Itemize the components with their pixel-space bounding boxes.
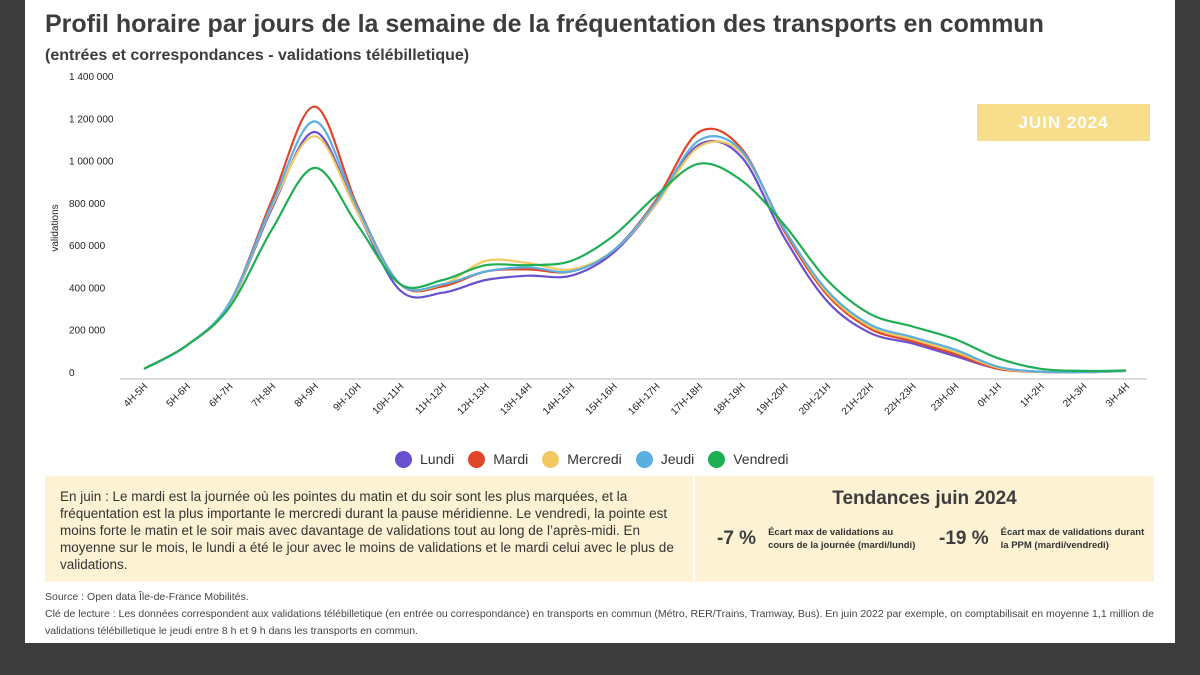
series-line-vendredi: [143, 162, 1127, 373]
x-tick-label: 20H-21H: [797, 381, 833, 417]
series-line-mardi: [143, 105, 1127, 374]
series-line-jeudi: [143, 120, 1127, 374]
legend-swatch: [468, 450, 486, 468]
legend-item-jeudi: Jeudi: [635, 450, 695, 468]
series-line-mercredi: [143, 135, 1127, 374]
legend-label: Mercredi: [567, 451, 622, 467]
x-tick-label: 17H-18H: [669, 381, 705, 417]
page-subtitle: (entrées et correspondances - validation…: [45, 47, 470, 64]
x-tick-label: 12H-13H: [456, 381, 492, 417]
x-tick-label: 7H-8H: [250, 381, 278, 409]
y-tick-label: 200 000: [69, 326, 106, 337]
x-axis: 4H-5H 5H-6H 6H-7H 7H-8H 8H-9H 9H-10H 10H-11H 11…: [120, 378, 1147, 417]
footer-notes: Source : Open data Île-de-France Mobilit…: [45, 589, 1155, 640]
x-tick-label: 6H-7H: [207, 381, 235, 409]
y-tick-label: 600 000: [69, 241, 106, 252]
legend-label: Lundi: [420, 451, 455, 467]
series-line-lundi: [143, 130, 1127, 374]
x-tick-label: 16H-17H: [626, 381, 662, 417]
x-tick-label: 23H-0H: [929, 381, 961, 413]
legend-label: Vendredi: [733, 451, 789, 467]
legend-item-lundi: Lundi: [395, 450, 455, 468]
infographic-card: Profil horaire par jours de la semaine d…: [25, 0, 1175, 643]
page-title: Profil horaire par jours de la semaine d…: [45, 10, 1044, 38]
y-tick-label: 400 000: [69, 283, 106, 294]
legend-swatch: [395, 450, 412, 468]
y-tick-label: 1 400 000: [69, 72, 114, 83]
legend-swatch: [542, 450, 560, 468]
x-tick-label: 4H-5H: [122, 381, 150, 409]
x-tick-label: 5H-6H: [165, 381, 193, 409]
source-note: Source : Open data Île-de-France Mobilit…: [45, 591, 249, 603]
y-axis: 0 200 000 400 000 600 000 800 000 1 000 000 1 …: [50, 72, 114, 379]
trend-value: -7 %: [717, 528, 757, 549]
x-tick-label: 13H-14H: [498, 381, 534, 417]
trend-ppm-gap: -19 % Écart max de validations durant la…: [939, 526, 1151, 552]
x-tick-label: 18H-19H: [712, 381, 748, 417]
x-tick-label: 8H-9H: [293, 381, 321, 409]
legend-label: Jeudi: [660, 451, 695, 467]
y-tick-label: 1 000 000: [69, 157, 114, 168]
chart-legend: Lundi Mardi Mercredi Jeudi Vendredi: [395, 448, 803, 470]
trend-description: Écart max de validations durant la PPM (…: [1000, 527, 1145, 551]
x-tick-label: 11H-12H: [413, 381, 449, 417]
x-tick-label: 14H-15H: [541, 381, 577, 417]
period-badge: JUIN 2024: [977, 104, 1150, 141]
y-tick-label: 800 000: [69, 199, 106, 210]
x-tick-label: 2H-3H: [1061, 381, 1089, 409]
y-tick-label: 1 200 000: [69, 114, 114, 125]
legend-item-mercredi: Mercredi: [542, 450, 622, 468]
trend-daily-gap: -7 % Écart max de validations au cours d…: [717, 526, 918, 552]
x-tick-label: 19H-20H: [754, 381, 790, 417]
legend-label: Mardi: [493, 451, 529, 467]
series-layer: [143, 105, 1127, 374]
x-tick-label: 10H-11H: [371, 381, 407, 417]
trends-title: Tendances juin 2024: [832, 488, 1017, 509]
x-tick-label: 3H-4H: [1104, 381, 1132, 409]
legend-item-mardi: Mardi: [468, 450, 529, 468]
trend-value: -19 %: [939, 528, 989, 549]
x-tick-label: 15H-16H: [584, 381, 620, 417]
trend-description: Écart max de validations au cours de la …: [768, 527, 916, 551]
y-tick-label: 0: [69, 368, 75, 379]
line-chart: 0 200 000 400 000 600 000 800 000 1 000 000 1 …: [50, 72, 1147, 417]
legend-item-vendredi: Vendredi: [708, 450, 789, 468]
x-tick-label: 9H-10H: [331, 381, 363, 413]
info-panel: En juin : Le mardi est la journée où les…: [45, 476, 693, 582]
trends-panel: Tendances juin 2024 -7 % Écart max de va…: [695, 476, 1154, 582]
y-axis-title: validations: [50, 204, 61, 251]
legend-swatch: [708, 450, 726, 468]
reading-key-note: Clé de lecture : Les données corresponde…: [45, 608, 1154, 637]
x-tick-label: 1H-2H: [1019, 381, 1047, 409]
x-tick-label: 22H-23H: [883, 381, 919, 417]
x-tick-label: 21H-22H: [840, 381, 876, 417]
x-tick-label: 0H-1H: [976, 381, 1004, 409]
legend-swatch: [635, 450, 653, 468]
info-text: En juin : Le mardi est la journée où les…: [60, 489, 674, 572]
